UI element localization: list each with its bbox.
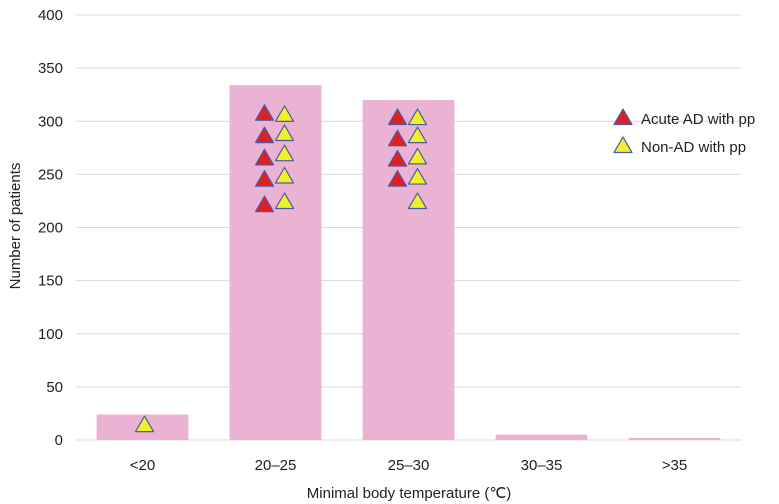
y-tick-label: 350 (38, 60, 63, 77)
marker-triangle (254, 195, 275, 213)
legend-label: Non-AD with pp (641, 139, 746, 156)
y-tick-label: 150 (38, 273, 63, 290)
y-tick-label: 200 (38, 220, 63, 237)
marker-triangle (254, 104, 275, 121)
legend-label: Acute AD with pp (641, 111, 755, 128)
marker-triangle (407, 108, 428, 126)
marker-triangle (254, 170, 275, 187)
marker-triangle (254, 126, 275, 144)
marker-triangle (274, 124, 295, 142)
marker-triangle (387, 170, 408, 187)
y-tick-label: 250 (38, 166, 63, 183)
marker-triangle (407, 147, 428, 165)
x-tick-label: 25–30 (388, 457, 430, 474)
bar (495, 434, 588, 440)
y-axis-title: Number of patients (7, 163, 24, 290)
y-tick-label: 100 (38, 326, 63, 343)
legend-marker (613, 136, 633, 154)
marker-triangle (387, 149, 408, 167)
x-tick-label: 20–25 (255, 457, 297, 474)
bar (628, 437, 721, 440)
y-tick-labels: 0 50 100 150 200 250 300 350 400 (38, 7, 63, 449)
marker-triangle (254, 148, 275, 166)
x-tick-labels: <20 20–25 25–30 30–35 >35 (130, 457, 687, 474)
legend-marker (613, 108, 633, 126)
y-tick-label: 400 (38, 7, 63, 24)
bar (362, 100, 455, 440)
marker-triangle (407, 126, 428, 144)
marker-triangle (407, 192, 428, 210)
x-tick-label: >35 (662, 457, 687, 474)
marker-triangle (274, 166, 295, 184)
marker-triangle (387, 108, 408, 126)
bars (96, 85, 721, 440)
marker-triangle (274, 144, 295, 162)
marker-triangle (274, 105, 295, 122)
marker-triangle (387, 129, 408, 147)
x-tick-label: <20 (130, 457, 155, 474)
y-tick-label: 0 (55, 432, 63, 449)
legend: Acute AD with pp Non-AD with pp (613, 108, 755, 156)
y-tick-label: 50 (46, 379, 63, 396)
markers (134, 104, 428, 433)
marker-triangle (274, 192, 295, 210)
x-tick-label: 30–35 (521, 457, 563, 474)
y-tick-label: 300 (38, 113, 63, 130)
bar (229, 85, 322, 440)
marker-triangle (134, 415, 155, 433)
marker-triangle (407, 167, 428, 185)
x-axis-title: Minimal body temperature (℃) (307, 485, 511, 502)
